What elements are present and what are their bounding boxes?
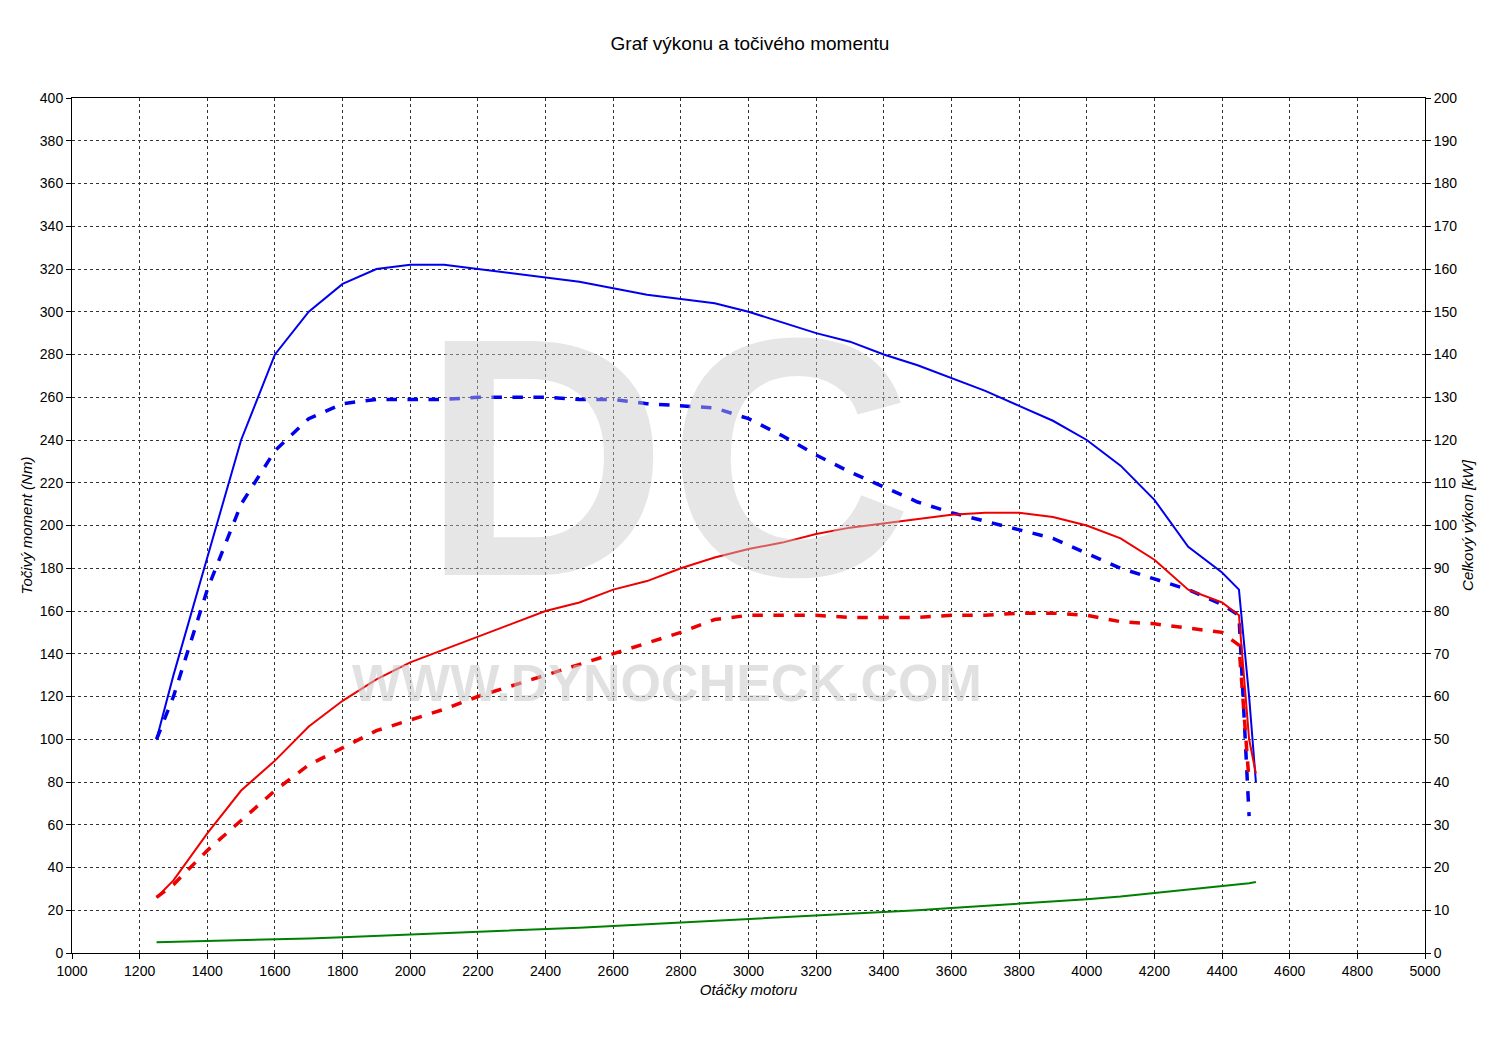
svg-text:60: 60 xyxy=(1434,688,1450,704)
svg-text:4000: 4000 xyxy=(1071,963,1102,979)
svg-text:0: 0 xyxy=(55,945,63,961)
svg-text:190: 190 xyxy=(1434,133,1458,149)
svg-text:3000: 3000 xyxy=(733,963,764,979)
svg-text:110: 110 xyxy=(1434,475,1457,491)
svg-text:180: 180 xyxy=(1434,175,1458,191)
svg-text:Celkový výkon [kW]: Celkový výkon [kW] xyxy=(1459,459,1476,591)
svg-text:3400: 3400 xyxy=(868,963,899,979)
svg-text:140: 140 xyxy=(1434,346,1458,362)
svg-text:Otáčky motoru: Otáčky motoru xyxy=(700,981,798,998)
svg-text:4800: 4800 xyxy=(1342,963,1373,979)
svg-text:40: 40 xyxy=(48,859,64,875)
svg-text:380: 380 xyxy=(40,133,64,149)
svg-text:280: 280 xyxy=(40,346,64,362)
svg-text:340: 340 xyxy=(40,218,64,234)
svg-text:130: 130 xyxy=(1434,389,1458,405)
svg-text:DC: DC xyxy=(422,267,913,647)
svg-text:10: 10 xyxy=(1434,902,1450,918)
svg-text:300: 300 xyxy=(40,304,64,320)
svg-text:30: 30 xyxy=(1434,817,1450,833)
svg-text:2400: 2400 xyxy=(530,963,561,979)
svg-text:260: 260 xyxy=(40,389,64,405)
svg-text:100: 100 xyxy=(1434,517,1458,533)
svg-text:100: 100 xyxy=(40,731,64,747)
svg-text:2600: 2600 xyxy=(598,963,629,979)
svg-text:4600: 4600 xyxy=(1274,963,1305,979)
svg-text:240: 240 xyxy=(40,432,64,448)
svg-text:1200: 1200 xyxy=(124,963,155,979)
svg-text:160: 160 xyxy=(40,603,64,619)
svg-text:50: 50 xyxy=(1434,731,1450,747)
svg-text:1000: 1000 xyxy=(56,963,87,979)
svg-text:2800: 2800 xyxy=(665,963,696,979)
svg-text:Točivý moment (Nm): Točivý moment (Nm) xyxy=(18,457,35,595)
svg-text:220: 220 xyxy=(40,475,64,491)
svg-text:360: 360 xyxy=(40,175,64,191)
svg-text:150: 150 xyxy=(1434,304,1458,320)
svg-text:140: 140 xyxy=(40,646,64,662)
svg-text:160: 160 xyxy=(1434,261,1458,277)
svg-text:5000: 5000 xyxy=(1409,963,1440,979)
svg-text:4200: 4200 xyxy=(1139,963,1170,979)
svg-text:3800: 3800 xyxy=(1004,963,1035,979)
svg-text:170: 170 xyxy=(1434,218,1458,234)
svg-text:0: 0 xyxy=(1434,945,1442,961)
svg-text:20: 20 xyxy=(1434,859,1450,875)
svg-text:120: 120 xyxy=(1434,432,1458,448)
svg-text:3200: 3200 xyxy=(801,963,832,979)
svg-text:80: 80 xyxy=(1434,603,1450,619)
svg-text:20: 20 xyxy=(48,902,64,918)
svg-text:200: 200 xyxy=(40,517,64,533)
svg-text:200: 200 xyxy=(1434,90,1458,106)
svg-text:70: 70 xyxy=(1434,646,1450,662)
svg-text:1600: 1600 xyxy=(259,963,290,979)
svg-text:1800: 1800 xyxy=(327,963,358,979)
svg-text:3600: 3600 xyxy=(936,963,967,979)
svg-text:2200: 2200 xyxy=(462,963,493,979)
svg-text:40: 40 xyxy=(1434,774,1450,790)
svg-text:320: 320 xyxy=(40,261,64,277)
svg-text:400: 400 xyxy=(40,90,64,106)
svg-text:4400: 4400 xyxy=(1206,963,1237,979)
svg-text:Graf výkonu a točivého momentu: Graf výkonu a točivého momentu xyxy=(611,33,890,54)
svg-text:90: 90 xyxy=(1434,560,1450,576)
svg-text:2000: 2000 xyxy=(395,963,426,979)
svg-text:80: 80 xyxy=(48,774,64,790)
svg-text:60: 60 xyxy=(48,817,64,833)
svg-text:WWW.DYNOCHECK.COM: WWW.DYNOCHECK.COM xyxy=(352,654,982,712)
svg-text:120: 120 xyxy=(40,688,64,704)
svg-text:1400: 1400 xyxy=(192,963,223,979)
svg-text:180: 180 xyxy=(40,560,64,576)
